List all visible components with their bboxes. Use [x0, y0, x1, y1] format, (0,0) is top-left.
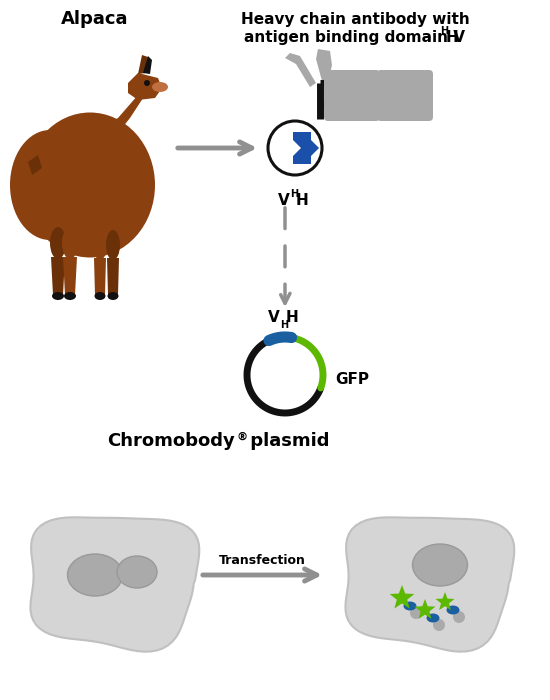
Text: V: V [268, 310, 280, 325]
Ellipse shape [64, 292, 76, 300]
Ellipse shape [404, 601, 416, 610]
Text: H: H [290, 189, 298, 199]
Text: V: V [278, 193, 290, 208]
Circle shape [410, 607, 422, 619]
Text: H: H [440, 26, 448, 36]
Polygon shape [28, 155, 42, 175]
Polygon shape [345, 517, 514, 652]
Ellipse shape [95, 292, 106, 300]
Circle shape [268, 121, 322, 175]
Polygon shape [143, 56, 152, 74]
FancyBboxPatch shape [324, 70, 380, 98]
Text: H: H [280, 320, 288, 330]
Ellipse shape [107, 292, 118, 300]
Polygon shape [105, 95, 145, 128]
Polygon shape [415, 599, 436, 619]
Polygon shape [285, 53, 316, 87]
Polygon shape [138, 55, 148, 74]
Ellipse shape [412, 544, 468, 586]
Ellipse shape [62, 227, 78, 259]
Polygon shape [30, 517, 199, 652]
Ellipse shape [10, 130, 90, 240]
Polygon shape [316, 49, 332, 83]
Polygon shape [51, 257, 65, 295]
Text: Heavy chain antibody with: Heavy chain antibody with [241, 12, 469, 27]
Polygon shape [293, 132, 319, 164]
FancyBboxPatch shape [377, 70, 433, 98]
Polygon shape [107, 258, 119, 295]
Text: ®: ® [236, 432, 247, 442]
Ellipse shape [68, 554, 123, 596]
FancyBboxPatch shape [324, 93, 380, 121]
Ellipse shape [25, 113, 155, 258]
Polygon shape [94, 258, 106, 295]
Text: Chromobody: Chromobody [107, 432, 235, 450]
Text: Alpaca: Alpaca [61, 10, 129, 28]
Circle shape [453, 611, 465, 623]
Text: plasmid: plasmid [244, 432, 329, 450]
Ellipse shape [152, 82, 168, 92]
Ellipse shape [93, 230, 107, 260]
Circle shape [144, 80, 150, 86]
Text: H: H [286, 310, 299, 325]
Text: GFP: GFP [335, 372, 369, 388]
Text: H: H [296, 193, 309, 208]
Text: H: H [446, 30, 459, 45]
Ellipse shape [426, 613, 439, 622]
Text: Transfection: Transfection [219, 554, 306, 567]
Ellipse shape [447, 606, 459, 615]
Polygon shape [436, 592, 454, 610]
FancyBboxPatch shape [377, 93, 433, 121]
Circle shape [433, 619, 445, 631]
Ellipse shape [117, 556, 157, 588]
Polygon shape [128, 73, 162, 100]
Ellipse shape [106, 230, 120, 260]
Polygon shape [63, 257, 77, 295]
Ellipse shape [52, 292, 64, 300]
Polygon shape [389, 585, 414, 608]
Text: antigen binding domain V: antigen binding domain V [245, 30, 465, 45]
Ellipse shape [50, 227, 66, 259]
